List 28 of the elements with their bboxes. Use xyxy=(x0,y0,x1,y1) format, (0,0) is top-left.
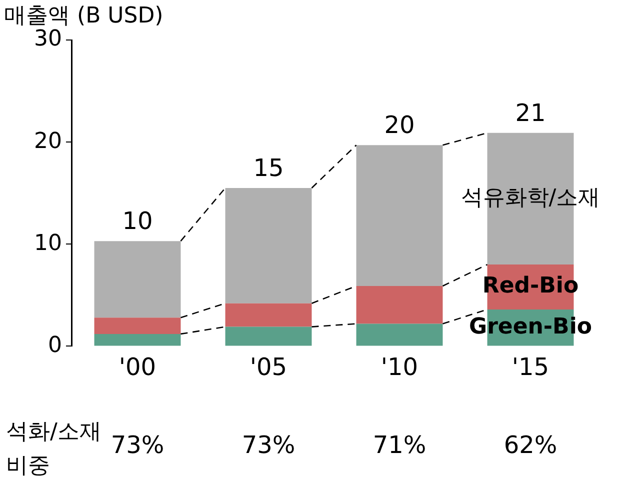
x-tick-label: '15 xyxy=(512,352,550,381)
bar xyxy=(356,286,443,324)
bar xyxy=(94,318,181,334)
text: 71% xyxy=(372,431,426,460)
text: 62% xyxy=(504,431,558,460)
series-label: 석유화학/소재 xyxy=(460,185,600,210)
y-tick-label: 10 xyxy=(34,230,62,256)
total-label: 10 xyxy=(122,207,153,236)
y-tick-label: 30 xyxy=(34,26,62,52)
x-tick-label: '05 xyxy=(250,352,288,381)
bar xyxy=(94,334,181,346)
bar xyxy=(225,303,312,327)
total-label: 20 xyxy=(384,111,415,140)
bar xyxy=(356,145,443,286)
bar xyxy=(94,241,181,318)
text: 석화/소재 비중 xyxy=(6,420,102,479)
bar xyxy=(225,188,312,304)
text: 73% xyxy=(110,431,164,460)
text: 73% xyxy=(242,431,296,460)
y-tick-label: 0 xyxy=(48,332,62,358)
bar xyxy=(225,326,312,346)
y-tick-label: 20 xyxy=(34,128,62,154)
total-label: 21 xyxy=(515,98,546,127)
x-tick-label: '10 xyxy=(380,352,418,381)
x-tick-label: '00 xyxy=(118,352,156,381)
total-label: 15 xyxy=(253,154,284,182)
bar xyxy=(356,324,443,346)
y-axis-title: 매출액 (B USD) xyxy=(4,4,164,29)
